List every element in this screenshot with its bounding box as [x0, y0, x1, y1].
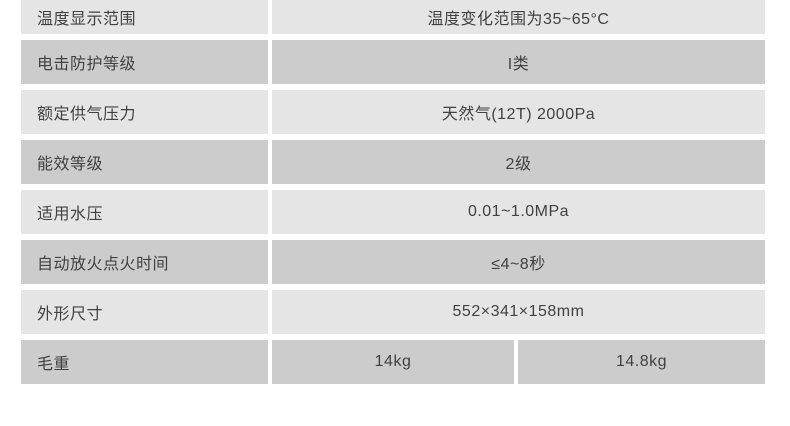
spec-value: 天然气(12T) 2000Pa	[272, 90, 765, 134]
spec-value: 552×341×158mm	[272, 290, 765, 334]
spec-row-dimensions: 外形尺寸 552×341×158mm	[21, 290, 765, 334]
spec-row-ignition-time: 自动放火点火时间 ≤4~8秒	[21, 240, 765, 284]
spec-value-model-b: 14.8kg	[518, 340, 765, 384]
spec-label: 自动放火点火时间	[21, 240, 268, 284]
spec-label: 毛重	[21, 340, 268, 384]
spec-value: I类	[272, 40, 765, 84]
spec-table: 温度显示范围 温度变化范围为35~65°C 电击防护等级 I类 额定供气压力 天…	[21, 0, 765, 390]
spec-row-shock-protection-class: 电击防护等级 I类	[21, 40, 765, 84]
spec-value-model-a: 14kg	[272, 340, 514, 384]
spec-value: 2级	[272, 140, 765, 184]
spec-row-rated-gas-pressure: 额定供气压力 天然气(12T) 2000Pa	[21, 90, 765, 134]
spec-label: 能效等级	[21, 140, 268, 184]
spec-value: 温度变化范围为35~65°C	[272, 0, 765, 34]
spec-row-temperature-display-range: 温度显示范围 温度变化范围为35~65°C	[21, 0, 765, 34]
spec-row-gross-weight: 毛重 14kg 14.8kg	[21, 340, 765, 384]
spec-value: 0.01~1.0MPa	[272, 190, 765, 234]
spec-label: 适用水压	[21, 190, 268, 234]
spec-label: 电击防护等级	[21, 40, 268, 84]
spec-row-water-pressure: 适用水压 0.01~1.0MPa	[21, 190, 765, 234]
spec-value: ≤4~8秒	[272, 240, 765, 284]
spec-row-energy-efficiency: 能效等级 2级	[21, 140, 765, 184]
spec-label: 额定供气压力	[21, 90, 268, 134]
spec-label: 温度显示范围	[21, 0, 268, 34]
spec-label: 外形尺寸	[21, 290, 268, 334]
